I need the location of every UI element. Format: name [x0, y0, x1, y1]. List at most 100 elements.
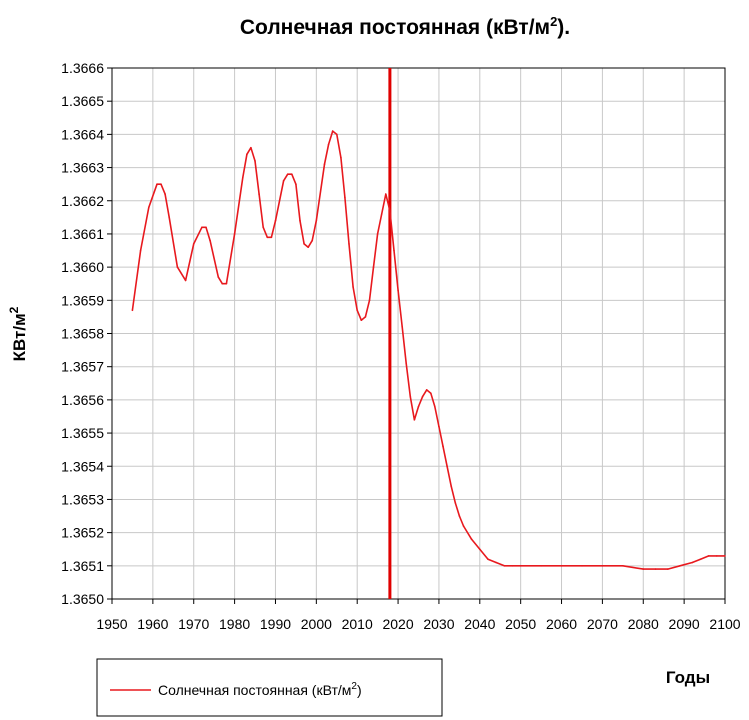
y-tick-label: 1.3657	[61, 359, 104, 375]
data-point	[581, 565, 583, 567]
x-tick-label: 1970	[178, 616, 209, 632]
data-point	[311, 239, 314, 242]
y-tick-label: 1.3650	[61, 591, 104, 607]
y-tick-label: 1.3665	[61, 93, 104, 109]
data-point	[184, 279, 187, 282]
data-point	[192, 243, 195, 245]
data-point	[323, 163, 326, 165]
data-point	[413, 419, 416, 421]
x-tick-label: 2030	[423, 616, 454, 632]
data-point	[389, 209, 391, 212]
x-tick-label: 2090	[669, 616, 700, 632]
data-point	[458, 515, 461, 517]
data-point	[246, 153, 248, 156]
data-point	[425, 389, 428, 391]
data-point	[622, 565, 624, 567]
data-point	[401, 326, 404, 328]
data-point	[340, 156, 342, 159]
data-point	[385, 193, 387, 195]
legend: Солнечная постоянная (кВт/м2)	[96, 658, 443, 717]
data-point	[707, 555, 710, 557]
data-point	[450, 485, 453, 488]
data-point	[409, 395, 412, 398]
y-tick-label: 1.3652	[61, 525, 104, 541]
data-point	[511, 565, 514, 567]
data-point	[642, 568, 645, 570]
data-point	[336, 133, 338, 136]
data-point	[225, 282, 228, 285]
data-point	[266, 236, 269, 239]
y-tick-label: 1.3659	[61, 292, 104, 308]
data-point	[405, 362, 408, 365]
data-point	[209, 239, 211, 242]
data-point	[221, 282, 224, 285]
data-point	[540, 565, 542, 567]
data-point	[282, 180, 285, 182]
y-tick-label: 1.3655	[61, 425, 104, 441]
data-point	[699, 558, 702, 560]
data-point	[352, 286, 354, 288]
data-point	[291, 173, 293, 175]
x-tick-label: 1960	[137, 616, 168, 632]
data-point	[139, 249, 142, 252]
x-tick-labels: 1950 1960 1970 1980 1990 2000 2010 2020 2030 2040…	[96, 599, 741, 632]
x-tick-label: 1950	[96, 616, 127, 632]
y-tick-label: 1.3658	[61, 326, 104, 342]
data-point	[270, 236, 273, 239]
data-point	[176, 266, 179, 268]
data-point	[479, 548, 481, 550]
data-point	[417, 405, 420, 408]
data-point	[364, 316, 367, 318]
plot-area-border	[111, 67, 726, 600]
y-tick-label: 1.3664	[61, 126, 104, 142]
data-point	[156, 183, 158, 185]
data-point	[258, 193, 260, 195]
x-tick-label: 2020	[382, 616, 413, 632]
data-point	[487, 558, 489, 560]
data-point	[560, 565, 563, 567]
legend-label: Солнечная постоянная (кВт/м2)	[158, 681, 362, 698]
x-tick-label: 2100	[709, 616, 740, 632]
y-tick-labels: 1.3650 1.3651 1.3652 1.3653 1.3654 1.3655 1.36…	[61, 60, 112, 607]
data-point	[372, 266, 375, 268]
x-tick-label: 1980	[219, 616, 250, 632]
y-tick-label: 1.3653	[61, 491, 104, 507]
grid-lines	[111, 67, 726, 600]
data-point	[348, 243, 350, 245]
data-point	[286, 173, 289, 175]
y-tick-label: 1.3656	[61, 392, 104, 408]
data-point	[295, 183, 297, 185]
data-point	[331, 130, 334, 132]
data-point	[254, 160, 256, 162]
data-point	[360, 319, 363, 322]
data-point	[654, 568, 657, 570]
data-point	[691, 561, 694, 564]
data-point	[519, 565, 522, 567]
x-tick-label: 2010	[342, 616, 373, 632]
data-point	[250, 146, 252, 149]
data-point	[303, 243, 305, 245]
data-point	[148, 206, 150, 209]
data-point	[495, 561, 497, 564]
data-point	[233, 233, 236, 235]
data-point	[327, 143, 330, 146]
data-point	[205, 226, 207, 229]
data-point	[470, 538, 473, 541]
y-tick-label: 1.3663	[61, 160, 104, 176]
data-point	[397, 289, 399, 292]
data-point	[164, 193, 166, 195]
data-point	[679, 565, 681, 567]
x-tick-label: 2040	[464, 616, 495, 632]
data-point	[446, 465, 448, 468]
data-point	[430, 392, 432, 395]
series-line-solar-constant	[131, 130, 725, 570]
data-point	[462, 525, 465, 527]
data-point	[344, 196, 346, 199]
data-point	[160, 183, 162, 185]
data-point	[601, 565, 604, 567]
legend-box	[96, 658, 443, 717]
data-point	[131, 309, 134, 312]
data-points	[131, 130, 726, 570]
data-point	[442, 445, 444, 448]
